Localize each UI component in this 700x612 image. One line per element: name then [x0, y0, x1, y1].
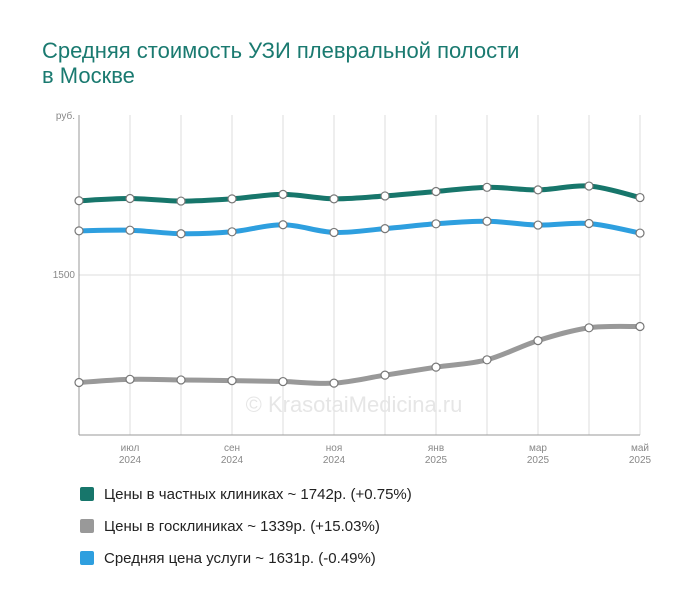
- series-point: [74, 196, 84, 206]
- series-point: [431, 362, 441, 372]
- series-point: [431, 186, 441, 197]
- series-point: [176, 229, 186, 239]
- series-2: [74, 321, 645, 388]
- legend-label-state: Цены в госклиниках ~ 1339р. (+15.03%): [104, 517, 380, 535]
- x-tick-label-month: июл: [121, 443, 140, 454]
- series-point: [329, 378, 339, 388]
- chart-axes: 1500руб.июл2024сен2024ноя2024янв2025мар2…: [53, 110, 652, 466]
- series-1: [74, 216, 645, 239]
- chart-title-line1: Средняя стоимость УЗИ плевральной полост…: [42, 38, 520, 63]
- series-point: [227, 194, 237, 204]
- series-point: [74, 226, 84, 236]
- x-tick-label-year: 2025: [527, 455, 550, 466]
- series-point: [380, 370, 390, 380]
- series-0: [74, 181, 645, 206]
- x-tick-label-year: 2025: [629, 455, 652, 466]
- series-point: [380, 224, 390, 234]
- series-point: [584, 323, 594, 333]
- series-point: [227, 227, 237, 237]
- series-point: [125, 225, 135, 235]
- x-tick-label-year: 2024: [221, 455, 244, 466]
- y-tick-label: 1500: [53, 270, 76, 281]
- legend-item-average[interactable]: Средняя цена услуги ~ 1631р. (-0.49%): [80, 548, 412, 568]
- chart-title-line2: в Москве: [42, 63, 135, 88]
- x-tick-label-month: ноя: [326, 443, 343, 454]
- series-point: [482, 355, 492, 365]
- legend-item-state[interactable]: Цены в госклиниках ~ 1339р. (+15.03%): [80, 516, 412, 536]
- chart-series: [74, 181, 645, 388]
- series-point: [125, 374, 135, 384]
- legend-swatch-state: [80, 519, 94, 533]
- series-point: [125, 193, 135, 204]
- chart-legend: Цены в частных клиниках ~ 1742р. (+0.75%…: [80, 484, 412, 580]
- series-point: [482, 216, 492, 226]
- series-point: [176, 375, 186, 385]
- x-tick-label-month: мар: [529, 443, 547, 454]
- legend-item-private[interactable]: Цены в частных клиниках ~ 1742р. (+0.75%…: [80, 484, 412, 504]
- series-point: [482, 182, 492, 192]
- series-line: [76, 183, 643, 204]
- x-tick-label-month: янв: [428, 443, 444, 454]
- series-point: [329, 194, 339, 204]
- chart-title: Средняя стоимость УЗИ плевральной полост…: [42, 38, 642, 88]
- series-point: [635, 228, 645, 238]
- series-point: [533, 185, 543, 195]
- series-point: [329, 227, 339, 238]
- series-point: [584, 181, 594, 191]
- series-point: [74, 377, 84, 388]
- series-point: [431, 219, 441, 229]
- x-tick-label-year: 2025: [425, 455, 448, 466]
- y-unit-label: руб.: [56, 110, 75, 122]
- x-tick-label-month: сен: [224, 443, 240, 454]
- series-point: [635, 192, 645, 203]
- x-tick-label-year: 2024: [119, 455, 142, 466]
- series-line: [76, 218, 643, 237]
- series-point: [278, 376, 288, 387]
- legend-label-average: Средняя цена услуги ~ 1631р. (-0.49%): [104, 549, 376, 567]
- x-tick-label-year: 2024: [323, 455, 346, 466]
- legend-swatch-average: [80, 551, 94, 565]
- series-point: [533, 336, 543, 346]
- legend-label-private: Цены в частных клиниках ~ 1742р. (+0.75%…: [104, 485, 412, 503]
- series-line: [76, 323, 643, 386]
- series-point: [176, 196, 186, 206]
- series-point: [278, 189, 288, 199]
- x-tick-label-month: май: [631, 443, 649, 454]
- legend-swatch-private: [80, 487, 94, 501]
- series-point: [533, 220, 543, 230]
- series-point: [227, 376, 237, 386]
- series-point: [584, 218, 594, 229]
- watermark: © KrasotaiMedicina.ru: [246, 392, 463, 417]
- chart-grid: [78, 115, 641, 435]
- series-point: [635, 321, 645, 332]
- series-point: [278, 220, 288, 230]
- series-point: [380, 191, 390, 201]
